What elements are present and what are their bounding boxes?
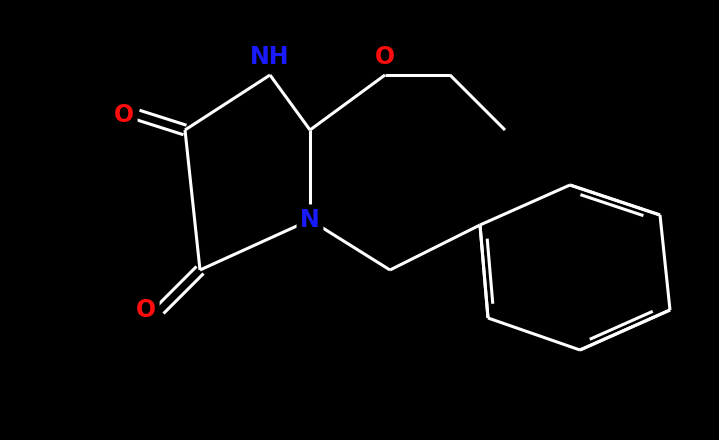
Text: O: O <box>114 103 134 127</box>
Text: O: O <box>136 298 156 322</box>
Text: N: N <box>300 208 320 232</box>
Text: O: O <box>375 45 395 69</box>
Text: NH: NH <box>250 45 290 69</box>
